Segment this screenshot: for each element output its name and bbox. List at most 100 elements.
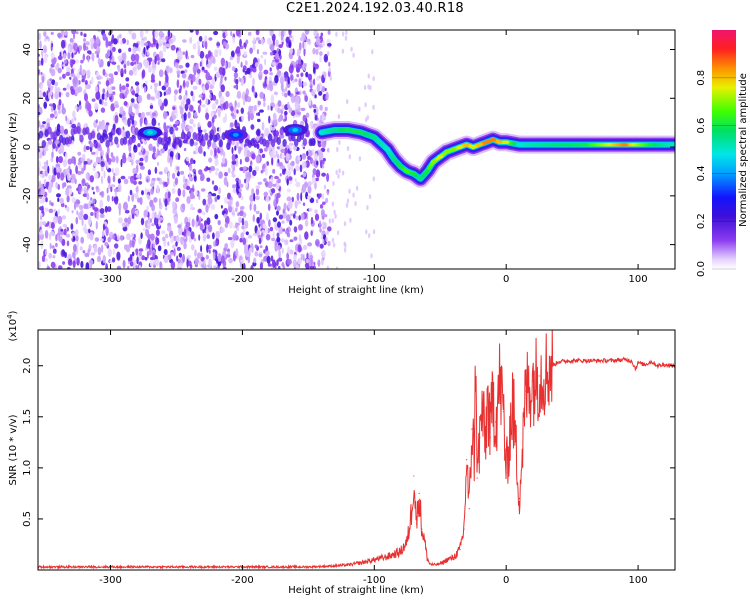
spectrogram-x-tick-label: -200 (231, 274, 254, 285)
colorbar (712, 30, 736, 269)
spectral-blob (223, 128, 248, 141)
snr-point (468, 508, 470, 510)
spectrogram-frame (37, 29, 676, 270)
snr-y-axis-label: SNR (10 * v/v) (8, 414, 19, 485)
snr-plot-area (38, 330, 675, 570)
ridge-point (648, 142, 655, 147)
snr-point (634, 368, 637, 370)
snr-point (657, 365, 659, 367)
ridge-point (516, 142, 523, 147)
ridge-point (417, 176, 424, 181)
spectrogram-x-tick-label: -300 (99, 274, 122, 285)
snr-point (426, 557, 428, 559)
snr-panel: -300 -200 -100 0 100 0.5 1.0 1.5 2.0 Height of s… (6, 310, 676, 596)
ridge-point (358, 130, 365, 135)
ridge-point (384, 147, 391, 152)
snr-point (406, 540, 408, 543)
snr-x-axis-label: Height of straight line (km) (288, 585, 424, 596)
spectrogram-y-axis-label: Frequency (Hz) (8, 112, 19, 188)
snr-point (373, 559, 375, 561)
ridge-point (457, 145, 464, 149)
snr-point (481, 405, 484, 408)
snr-point (415, 523, 418, 525)
snr-point (584, 360, 586, 362)
snr-y-tick-label: 0.5 (22, 511, 33, 527)
ridge-point (621, 142, 628, 147)
snr-y-tick-label: 1.5 (22, 409, 33, 425)
spectrogram-x-tick-label: -100 (363, 274, 386, 285)
snr-point (495, 421, 497, 423)
snr-point (463, 528, 465, 530)
snr-point (558, 361, 560, 363)
spectral-blob (283, 123, 308, 136)
snr-point (476, 477, 478, 479)
colorbar-tick-label: 0.6 (696, 118, 707, 134)
snr-x-tick-label: 100 (629, 575, 648, 586)
snr-point (360, 562, 362, 564)
snr-point (452, 557, 455, 559)
colorbar-tick-label: 0.2 (696, 213, 707, 229)
chart-title: C2E1.2024.192.03.40.R18 (286, 1, 464, 16)
snr-point (637, 362, 639, 364)
ridge-point (344, 128, 351, 132)
colorbar-tick-label: 0.8 (696, 70, 707, 86)
ridge-point (443, 150, 450, 154)
snr-point (650, 361, 652, 363)
svg-text:(x104): (x104) (6, 310, 19, 341)
snr-point (347, 564, 349, 566)
snr-axes: -300 -200 -100 0 100 0.5 1.0 1.5 2.0 (22, 330, 675, 586)
snr-point (386, 556, 389, 558)
snr-point (334, 565, 336, 567)
spectrogram-x-axis-label: Height of straight line (km) (288, 285, 424, 296)
ridge-point (476, 142, 483, 147)
snr-x-tick-label: -100 (363, 575, 386, 586)
snr-point (487, 393, 489, 395)
colorbar-tick-label: 0.4 (696, 165, 707, 181)
snr-point (538, 375, 540, 377)
ridge-point (331, 128, 338, 132)
snr-point (571, 360, 573, 362)
snr-point (525, 390, 527, 392)
snr-point (421, 528, 423, 530)
spectrogram-x-tick-label: 0 (503, 274, 509, 285)
ridge-point (437, 155, 444, 159)
snr-point (597, 360, 600, 362)
ridge-point (391, 157, 398, 162)
snr-point (531, 380, 534, 382)
ridge-point (483, 140, 490, 144)
ridge-point (404, 169, 411, 174)
spectrogram-y-tick-label: 40 (22, 43, 33, 56)
snr-point (512, 400, 514, 403)
snr-point (413, 475, 415, 477)
ridge-point (318, 130, 325, 135)
spectrogram-plot-area (38, 30, 675, 269)
ridge-point (371, 135, 378, 140)
ridge-point (672, 142, 675, 147)
snr-x-tick-label: -300 (99, 575, 122, 586)
spectrogram-y-tick-label: -20 (22, 188, 33, 204)
snr-point (471, 428, 473, 430)
ridge-point (424, 169, 431, 174)
snr-point (505, 472, 507, 474)
snr-point (473, 457, 476, 459)
colorbar-tick-label: 0.0 (696, 261, 707, 277)
snr-point (429, 563, 431, 565)
snr-point (439, 563, 441, 565)
snr-point (446, 559, 448, 561)
spectral-ridge (312, 121, 675, 188)
colorbar-axis: 0.0 0.2 0.4 0.6 0.8 (696, 70, 736, 277)
ridge-point (542, 142, 549, 147)
snr-point (611, 360, 613, 362)
snr-x-tick-label: -200 (231, 575, 254, 586)
ridge-point (470, 145, 477, 149)
snr-point (423, 538, 426, 540)
snr-point (418, 492, 420, 495)
spectrogram-y-tick-label: -40 (22, 236, 33, 252)
spectrogram-y-tick-label: 20 (22, 92, 33, 105)
snr-point (551, 365, 553, 367)
snr-point (307, 566, 309, 568)
snr-point (484, 446, 486, 449)
snr-point (492, 390, 494, 392)
snr-y-tick-label: 2.0 (22, 358, 33, 374)
